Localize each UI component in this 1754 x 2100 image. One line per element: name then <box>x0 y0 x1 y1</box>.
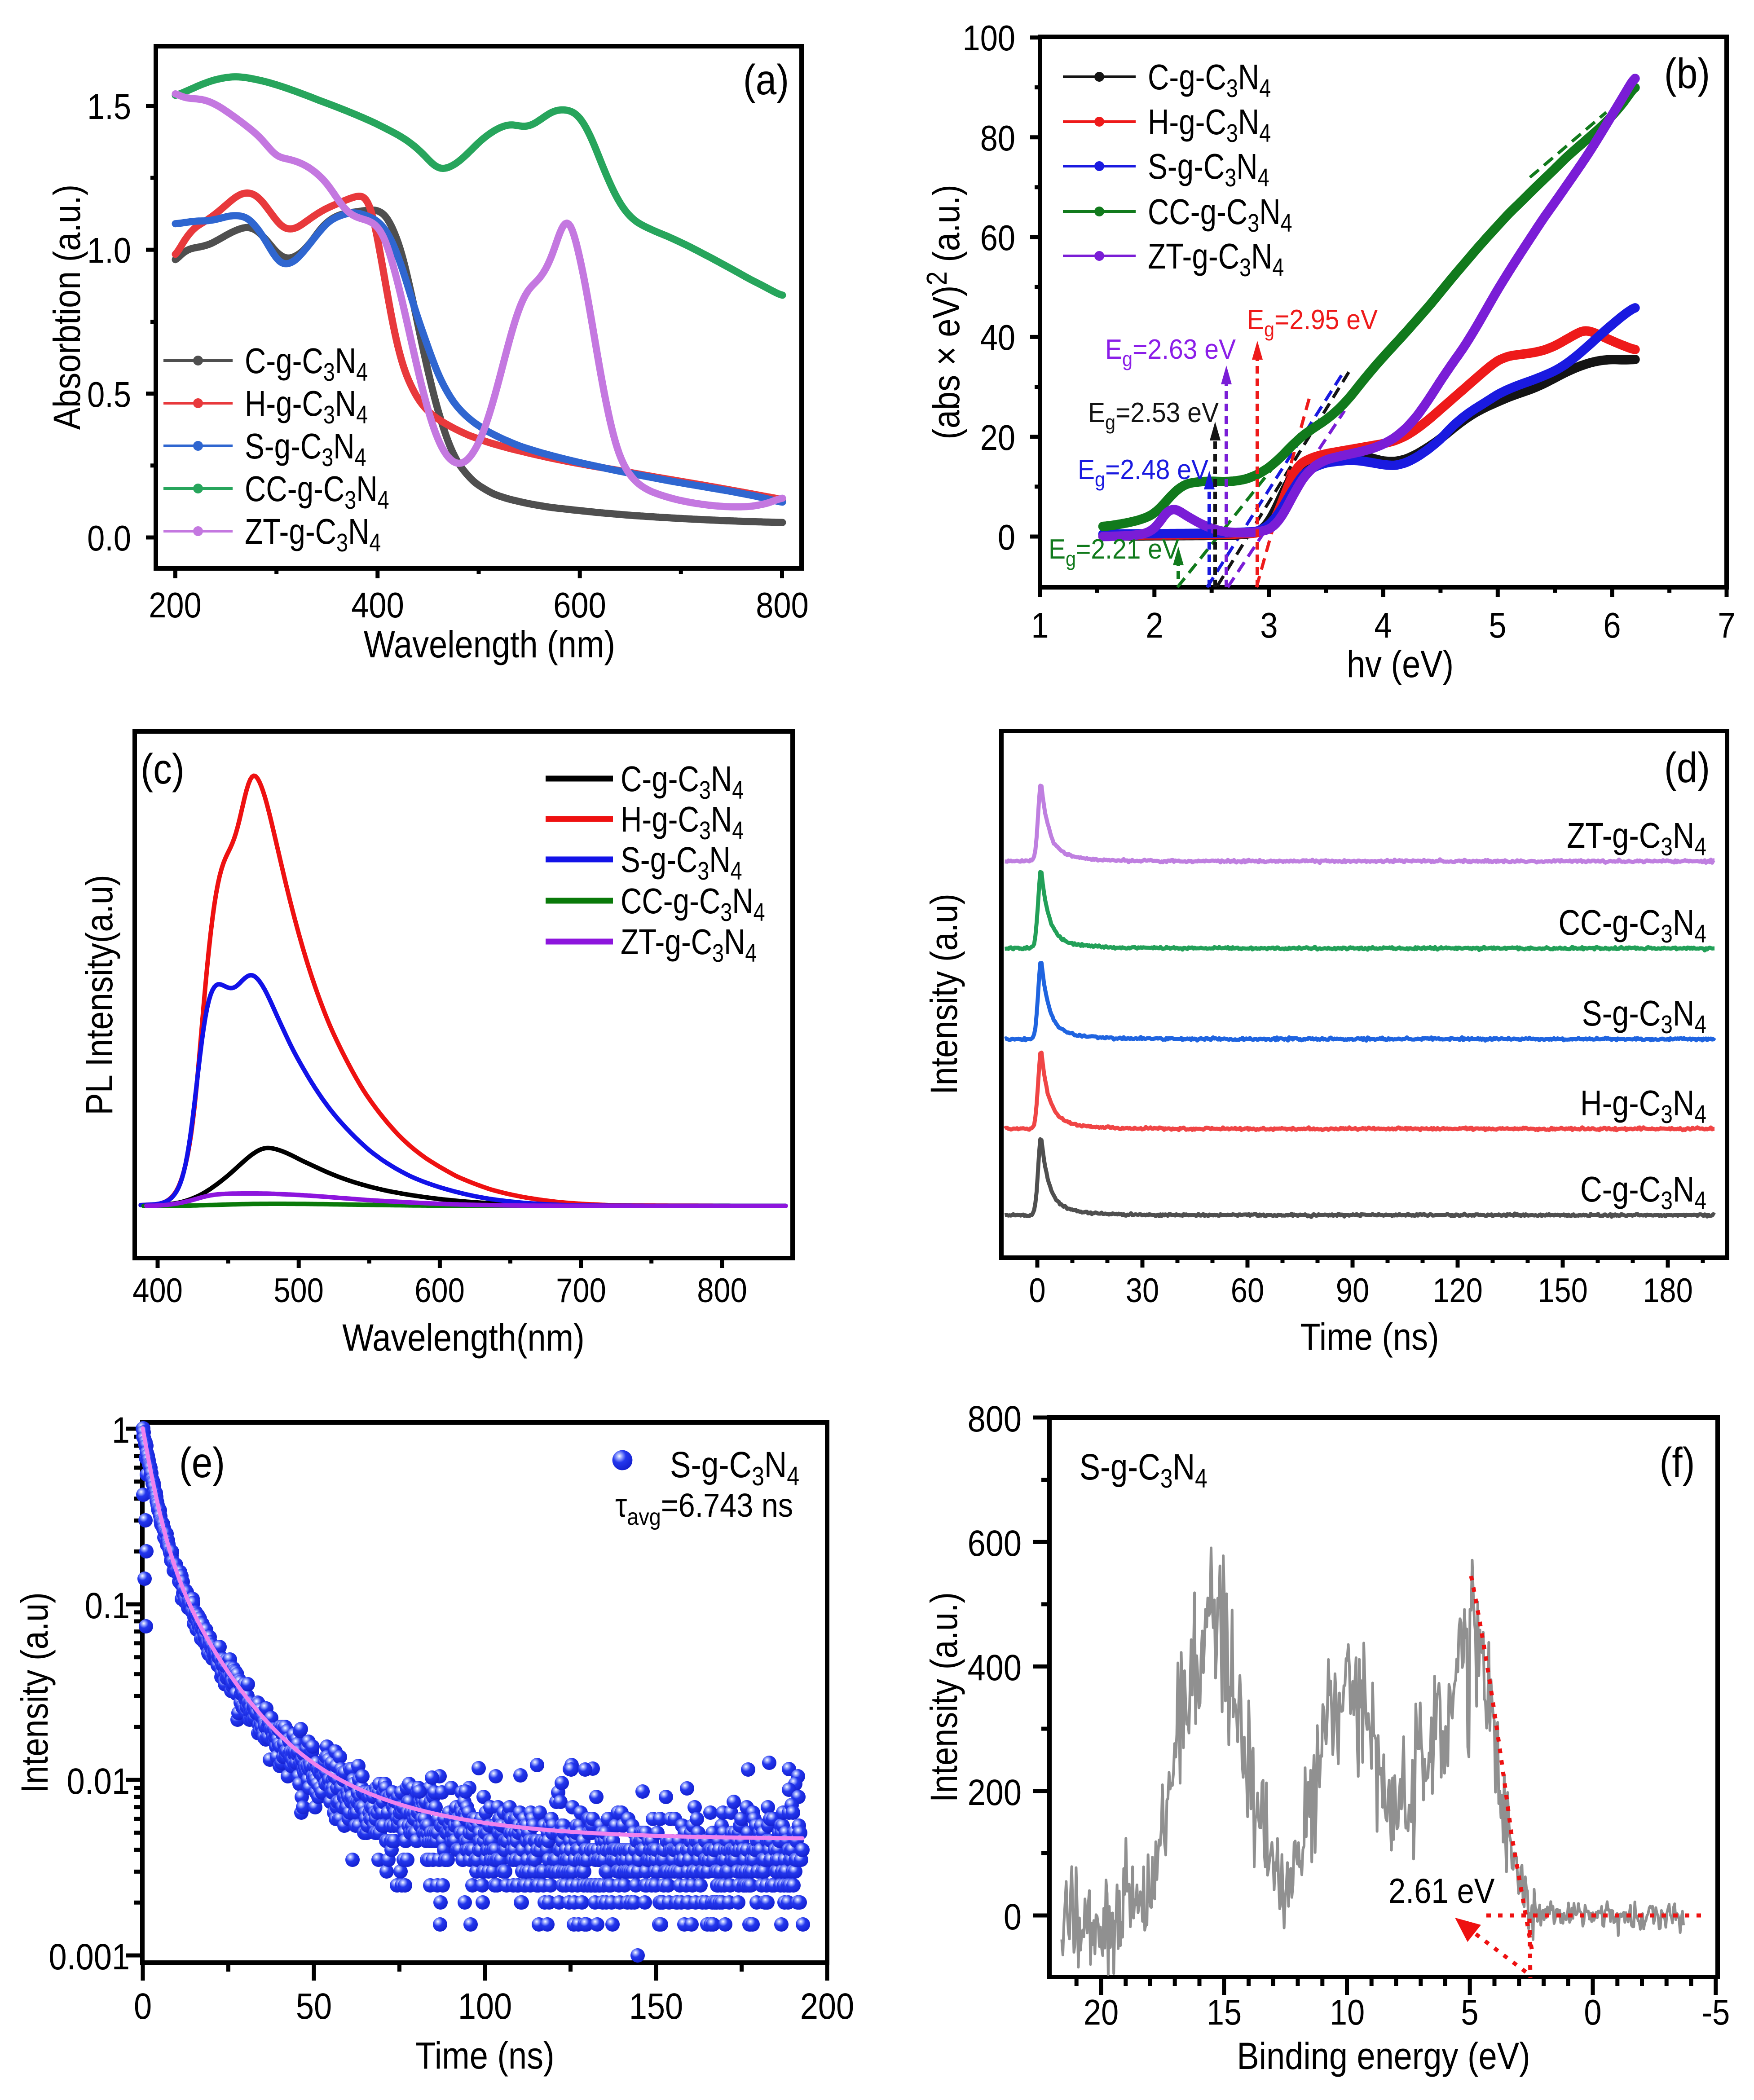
svg-text:400: 400 <box>968 1647 1022 1688</box>
svg-text:500: 500 <box>273 1272 324 1310</box>
svg-text:600: 600 <box>553 585 606 625</box>
svg-text:H-g-C3N4: H-g-C3N4 <box>245 383 368 429</box>
svg-text:H-g-C3N4: H-g-C3N4 <box>621 799 744 845</box>
svg-text:700: 700 <box>556 1272 606 1310</box>
svg-text:0.01: 0.01 <box>67 1761 130 1802</box>
svg-text:Wavelength(nm): Wavelength(nm) <box>342 1316 584 1359</box>
svg-text:3: 3 <box>1260 605 1278 645</box>
svg-text:CC-g-C3N4: CC-g-C3N4 <box>621 881 765 927</box>
svg-text:100: 100 <box>458 1986 512 2027</box>
svg-text:Intensity (a.u): Intensity (a.u) <box>923 894 965 1095</box>
svg-text:200: 200 <box>968 1772 1022 1813</box>
svg-text:(abs × eV)2 (a.u.): (abs × eV)2 (a.u.) <box>921 185 967 439</box>
svg-text:(c): (c) <box>141 745 184 792</box>
svg-text:S-g-C3N4: S-g-C3N4 <box>1148 146 1269 192</box>
svg-text:0: 0 <box>134 1986 152 2027</box>
svg-text:Eg=2.53 eV: Eg=2.53 eV <box>1088 397 1219 434</box>
svg-text:CC-g-C3N4: CC-g-C3N4 <box>1559 902 1706 948</box>
svg-text:S-g-C3N4: S-g-C3N4 <box>245 426 366 472</box>
svg-text:Time (ns): Time (ns) <box>1300 1316 1439 1358</box>
svg-text:C-g-C3N4: C-g-C3N4 <box>245 341 368 387</box>
svg-text:400: 400 <box>132 1272 183 1310</box>
svg-text:10: 10 <box>1330 1992 1365 2032</box>
svg-text:15: 15 <box>1207 1992 1242 2032</box>
svg-text:150: 150 <box>1538 1272 1588 1310</box>
svg-text:C-g-C3N4: C-g-C3N4 <box>1148 57 1271 103</box>
svg-text:S-g-C3N4: S-g-C3N4 <box>670 1444 799 1491</box>
svg-text:30: 30 <box>1126 1272 1159 1310</box>
svg-text:Time (ns): Time (ns) <box>415 2034 554 2077</box>
svg-text:0: 0 <box>1584 1992 1601 2032</box>
svg-text:H-g-C3N4: H-g-C3N4 <box>1148 102 1271 148</box>
svg-text:600: 600 <box>968 1523 1022 1564</box>
svg-text:1: 1 <box>1031 605 1049 645</box>
svg-text:(d): (d) <box>1664 744 1710 791</box>
svg-text:C-g-C3N4: C-g-C3N4 <box>621 759 744 805</box>
svg-text:ZT-g-C3N4: ZT-g-C3N4 <box>621 922 757 968</box>
svg-text:90: 90 <box>1336 1272 1369 1310</box>
svg-text:1: 1 <box>112 1410 130 1451</box>
svg-text:2.61 eV: 2.61 eV <box>1388 1871 1495 1911</box>
svg-text:600: 600 <box>414 1272 465 1310</box>
svg-text:(b): (b) <box>1664 49 1710 97</box>
svg-text:2: 2 <box>1146 605 1163 645</box>
svg-text:Binding energy (eV): Binding energy (eV) <box>1237 2035 1530 2077</box>
svg-text:50: 50 <box>296 1986 332 2027</box>
svg-text:0: 0 <box>1029 1272 1045 1310</box>
svg-text:60: 60 <box>980 218 1015 258</box>
svg-text:200: 200 <box>800 1986 854 2027</box>
svg-text:5: 5 <box>1461 1992 1478 2032</box>
svg-text:400: 400 <box>351 585 404 625</box>
svg-text:6: 6 <box>1603 605 1621 645</box>
svg-text:40: 40 <box>980 317 1015 357</box>
svg-text:H-g-C3N4: H-g-C3N4 <box>1580 1083 1706 1129</box>
svg-text:0.1: 0.1 <box>85 1585 130 1626</box>
svg-text:ZT-g-C3N4: ZT-g-C3N4 <box>1148 236 1284 282</box>
svg-text:Wavelength (nm): Wavelength (nm) <box>364 623 615 665</box>
svg-text:0: 0 <box>998 517 1015 557</box>
svg-text:120: 120 <box>1432 1272 1483 1310</box>
svg-text:C-g-C3N4: C-g-C3N4 <box>1580 1169 1706 1215</box>
svg-text:Eg=2.48 eV: Eg=2.48 eV <box>1078 454 1208 491</box>
svg-text:(a): (a) <box>743 56 789 103</box>
svg-text:180: 180 <box>1643 1272 1693 1310</box>
svg-text:S-g-C3N4: S-g-C3N4 <box>1080 1446 1208 1493</box>
svg-text:Intensity (a.u): Intensity (a.u) <box>13 1592 56 1793</box>
svg-text:20: 20 <box>980 418 1015 458</box>
svg-text:-5: -5 <box>1702 1992 1730 2032</box>
svg-text:800: 800 <box>756 585 808 625</box>
svg-text:CC-g-C3N4: CC-g-C3N4 <box>1148 192 1292 238</box>
svg-text:80: 80 <box>980 118 1015 158</box>
svg-text:1.0: 1.0 <box>87 230 131 270</box>
svg-text:5: 5 <box>1489 605 1506 645</box>
svg-text:100: 100 <box>963 18 1015 58</box>
svg-text:S-g-C3N4: S-g-C3N4 <box>621 840 742 885</box>
svg-text:0.0: 0.0 <box>87 518 131 558</box>
svg-text:0: 0 <box>1004 1897 1022 1937</box>
svg-text:ZT-g-C3N4: ZT-g-C3N4 <box>245 511 381 557</box>
svg-text:S-g-C3N4: S-g-C3N4 <box>1582 993 1706 1039</box>
svg-text:20: 20 <box>1084 1992 1119 2032</box>
svg-text:ZT-g-C3N4: ZT-g-C3N4 <box>1567 815 1706 861</box>
svg-text:hv (eV): hv (eV) <box>1347 643 1454 685</box>
svg-text:4: 4 <box>1374 605 1392 645</box>
svg-text:Absorbtion (a.u.): Absorbtion (a.u.) <box>46 185 88 430</box>
svg-text:CC-g-C3N4: CC-g-C3N4 <box>245 469 389 515</box>
svg-text:1.5: 1.5 <box>87 87 131 127</box>
svg-text:800: 800 <box>968 1399 1022 1440</box>
svg-text:150: 150 <box>629 1986 683 2027</box>
svg-text:800: 800 <box>697 1272 747 1310</box>
svg-text:0.001: 0.001 <box>48 1937 130 1977</box>
svg-text:Intensity (a.u.): Intensity (a.u.) <box>923 1592 965 1802</box>
svg-text:7: 7 <box>1718 605 1735 645</box>
svg-text:PL Intensity(a.u): PL Intensity(a.u) <box>78 875 120 1115</box>
svg-text:(f): (f) <box>1660 1439 1695 1486</box>
svg-text:(e): (e) <box>179 1439 225 1486</box>
svg-text:0.5: 0.5 <box>87 374 131 414</box>
svg-text:60: 60 <box>1231 1272 1264 1310</box>
svg-text:200: 200 <box>149 585 201 625</box>
